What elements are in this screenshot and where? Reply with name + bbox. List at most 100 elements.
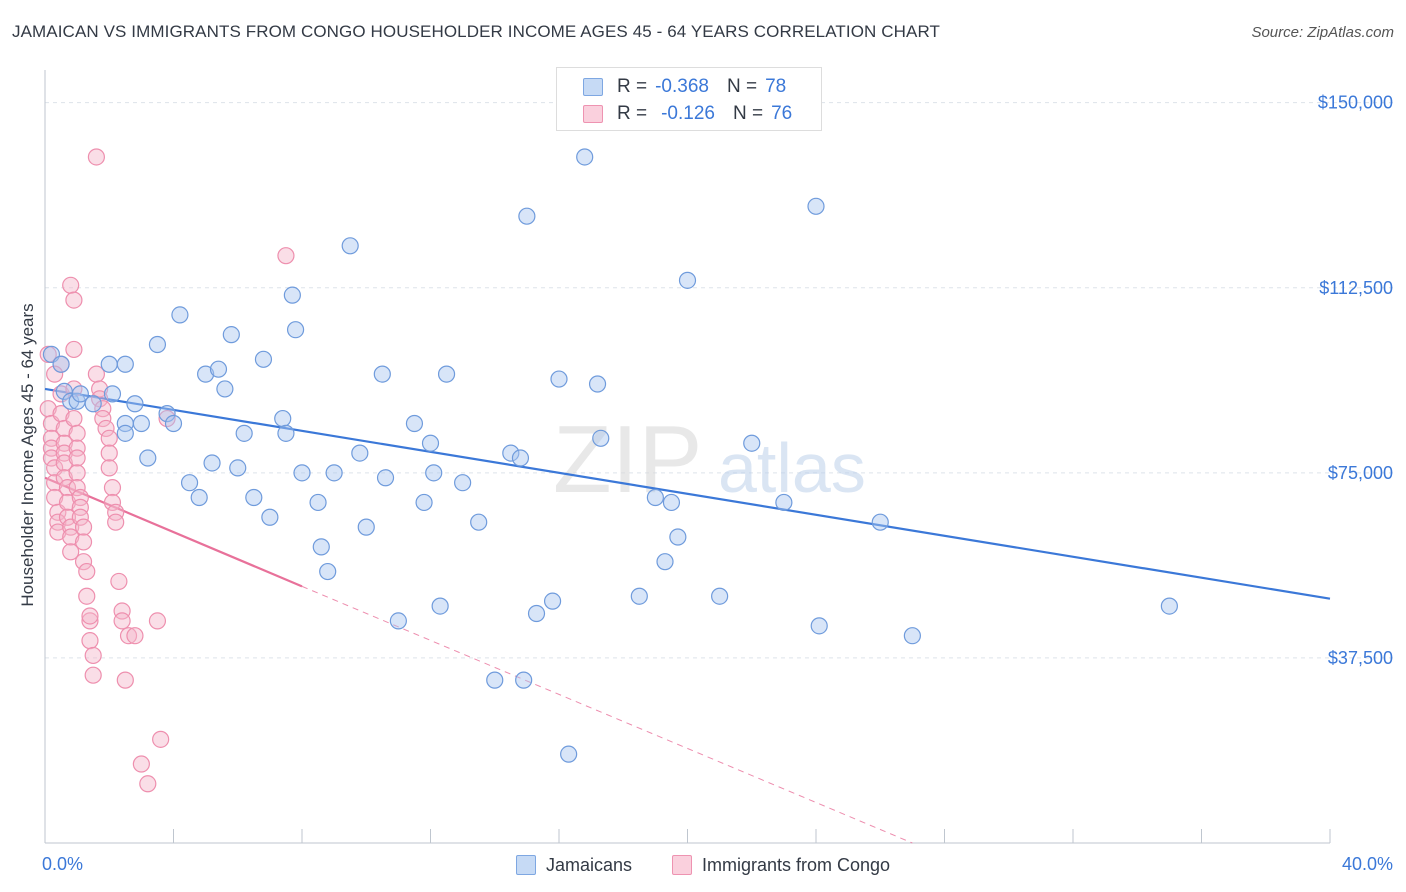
data-point-congo <box>58 508 77 526</box>
data-point-jamaicans <box>373 365 391 383</box>
data-point-congo <box>78 562 96 581</box>
data-point-jamaicans <box>592 429 610 447</box>
axis-labels: $37,500 $75,000 $112,500 $150,000 0.0% 40.0% <box>42 93 1393 874</box>
data-point-jamaicans <box>254 350 273 368</box>
data-point-jamaicans <box>376 469 395 487</box>
data-point-congo <box>81 632 99 650</box>
data-point-congo <box>97 419 115 438</box>
data-point-jamaicans <box>871 513 889 531</box>
stats-legend: R = -0.368 N = 78 R = -0.126 N = 76 <box>556 67 822 131</box>
data-point-jamaicans <box>425 464 443 482</box>
data-point-jamaicans <box>100 355 118 373</box>
data-point-jamaicans <box>662 493 681 512</box>
data-point-congo <box>107 513 125 531</box>
legend-r-value: -0.126 <box>661 103 715 124</box>
data-point-congo <box>139 775 157 793</box>
data-point-congo <box>152 730 170 748</box>
data-point-congo <box>94 400 112 418</box>
data-point-jamaicans <box>646 488 664 507</box>
legend-n-value: 76 <box>771 103 793 124</box>
data-point-jamaicans <box>560 745 578 763</box>
data-point-congo <box>68 439 86 457</box>
legend-label-jamaicans: Jamaicans <box>545 854 632 875</box>
data-point-jamaicans <box>52 355 70 373</box>
data-point-congo <box>55 454 73 472</box>
data-point-jamaicans <box>775 493 793 512</box>
data-point-congo <box>42 439 61 457</box>
data-point-jamaicans <box>678 271 697 289</box>
data-point-jamaicans <box>743 434 761 452</box>
data-point-congo <box>81 612 99 630</box>
data-point-congo <box>68 424 86 442</box>
data-point-congo <box>84 646 102 665</box>
data-point-jamaicans <box>543 592 562 610</box>
data-point-congo <box>55 434 73 452</box>
data-point-congo <box>71 508 89 526</box>
data-point-congo <box>62 543 80 561</box>
data-point-congo <box>103 493 122 512</box>
data-point-congo <box>49 513 67 531</box>
data-point-congo <box>46 365 64 383</box>
x-tick-label: 40.0% <box>1342 854 1393 874</box>
data-point-jamaicans <box>216 380 234 398</box>
data-point-jamaicans <box>132 414 150 433</box>
data-point-congo <box>49 523 67 541</box>
data-point-jamaicans <box>222 326 240 344</box>
data-point-congo <box>74 533 93 551</box>
data-point-congo <box>81 607 99 625</box>
legend-swatch-pink <box>583 105 603 123</box>
data-point-jamaicans <box>470 513 488 531</box>
data-point-jamaicans <box>454 474 472 492</box>
legend-row-jamaicans: R = -0.368 N = 78 <box>583 76 804 98</box>
data-point-congo <box>42 449 61 467</box>
data-point-jamaicans <box>277 424 295 442</box>
y-tick-label: $112,500 <box>1319 278 1393 298</box>
watermark: ZIP atlas <box>553 406 866 513</box>
data-point-congo <box>65 409 83 428</box>
data-point-jamaicans <box>527 604 546 623</box>
data-point-jamaicans <box>357 518 375 536</box>
data-point-jamaicans <box>341 237 359 255</box>
data-point-congo <box>91 380 109 398</box>
data-point-congo <box>55 444 73 462</box>
data-point-jamaicans <box>116 355 134 373</box>
data-point-jamaicans <box>283 286 301 304</box>
data-point-jamaicans <box>319 562 337 581</box>
data-point-jamaicans <box>71 385 89 403</box>
data-point-congo <box>71 498 89 516</box>
data-point-jamaicans <box>229 459 247 477</box>
y-tick-label: $37,500 <box>1328 648 1393 668</box>
data-point-jamaicans <box>903 627 921 645</box>
data-point-congo <box>65 340 83 359</box>
data-point-congo <box>84 666 102 684</box>
data-point-congo <box>119 627 138 645</box>
data-point-jamaicans <box>171 306 189 324</box>
data-point-jamaicans <box>84 395 102 413</box>
data-point-congo <box>126 627 144 645</box>
legend-item-jamaicans[interactable]: Jamaicans <box>515 852 632 878</box>
data-point-jamaicans <box>293 464 311 482</box>
data-point-jamaicans <box>245 488 263 507</box>
watermark-zip: ZIP <box>553 406 702 513</box>
legend-row-congo: R = -0.126 N = 76 <box>583 103 810 125</box>
data-point-jamaicans <box>312 538 330 556</box>
data-point-congo <box>277 247 295 265</box>
data-point-congo <box>74 518 93 536</box>
data-point-jamaicans <box>807 197 825 215</box>
data-point-jamaicans <box>235 424 253 442</box>
legend-item-congo[interactable]: Immigrants from Congo <box>671 852 890 878</box>
data-point-congo <box>100 444 118 462</box>
data-point-jamaicans <box>180 474 199 492</box>
legend-swatch-jamaicans <box>515 855 536 875</box>
data-point-jamaicans <box>197 365 215 383</box>
data-point-congo <box>87 148 106 166</box>
source-credit: Source: ZipAtlas.com <box>1251 24 1394 41</box>
data-point-jamaicans <box>209 360 228 378</box>
data-point-jamaicans <box>309 493 327 512</box>
data-point-congo <box>68 449 86 467</box>
data-point-congo <box>103 479 122 497</box>
legend-r-value: -0.368 <box>655 76 709 97</box>
legend-swatch-blue <box>583 78 603 96</box>
data-point-jamaicans <box>139 449 157 467</box>
data-point-congo <box>58 479 77 497</box>
